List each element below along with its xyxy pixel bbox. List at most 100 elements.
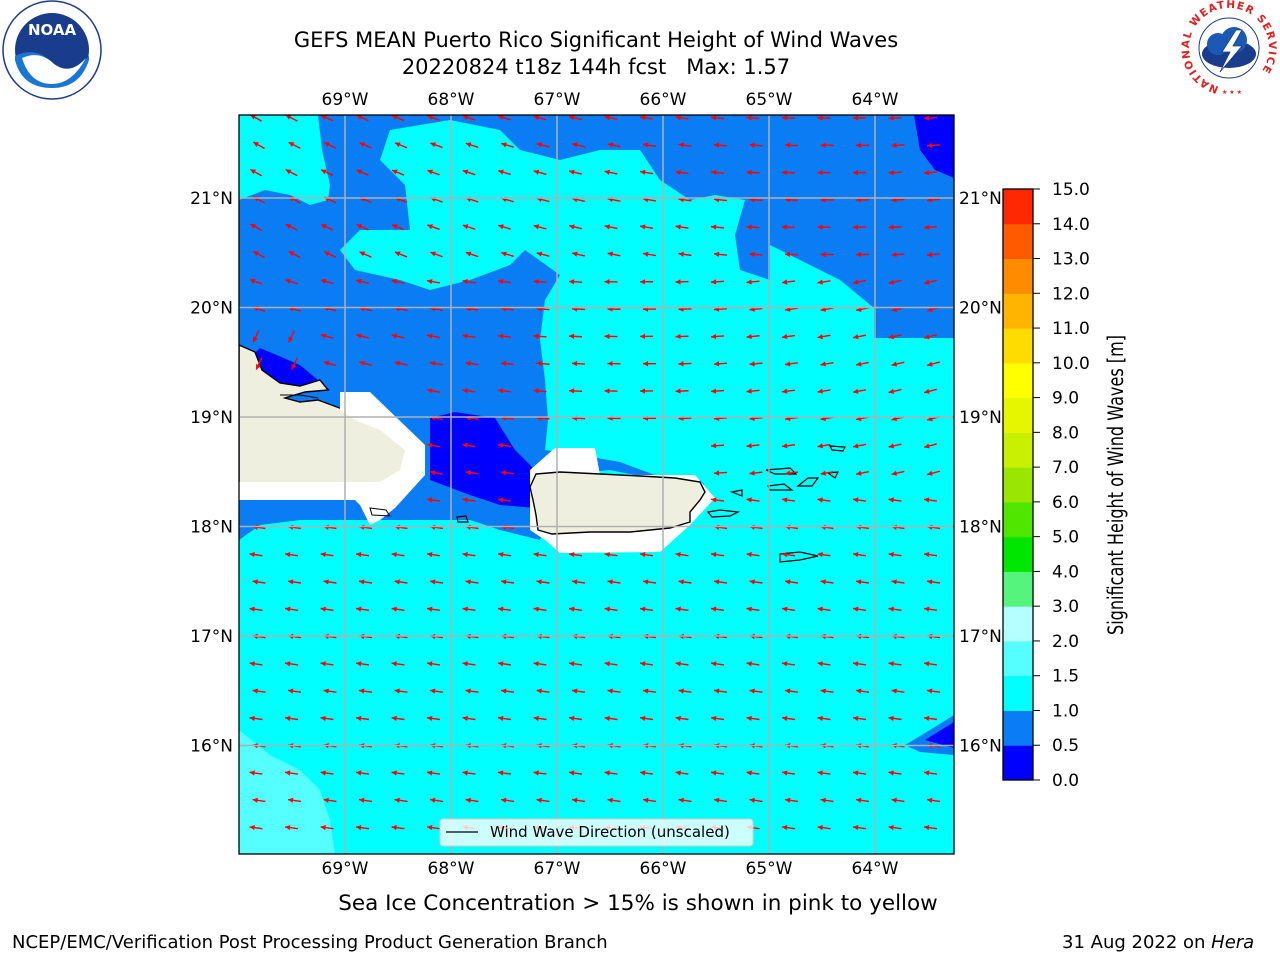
wave-direction-arrow	[710, 770, 725, 776]
wave-direction-arrow	[746, 770, 760, 776]
lat-label-left: 18°N	[190, 518, 233, 538]
wave-direction-arrow	[284, 661, 299, 667]
wave-direction-arrow	[675, 115, 689, 121]
wave-direction-arrow	[498, 169, 511, 176]
wave-direction-arrow	[426, 715, 441, 721]
wave-direction-arrow	[358, 688, 373, 694]
wave-direction-arrow	[746, 661, 760, 667]
wave-direction-arrow	[607, 251, 621, 257]
wave-direction-arrow	[391, 770, 405, 776]
wave-direction-arrow	[746, 388, 760, 394]
wave-direction-arrow	[500, 688, 515, 694]
wave-direction-arrow	[749, 142, 763, 148]
wave-direction-arrow	[536, 360, 550, 367]
wave-direction-arrow	[607, 142, 621, 148]
wave-direction-arrow	[394, 360, 408, 366]
wave-direction-arrow	[604, 333, 618, 339]
wave-direction-arrow	[568, 715, 583, 721]
wave-direction-arrow	[852, 497, 867, 503]
wave-direction-arrow	[923, 552, 938, 558]
map-legend-label: Wind Wave Direction (unscaled)	[490, 823, 730, 841]
wave-direction-arrow	[571, 361, 586, 367]
wave-direction-arrow	[607, 579, 621, 585]
hispaniola-coast-detail	[280, 394, 391, 517]
wave-direction-arrow	[852, 115, 867, 121]
wave-direction-arrow	[465, 579, 479, 585]
wave-direction-arrow	[249, 552, 263, 558]
wave-direction-arrow	[855, 251, 870, 258]
mona-island	[456, 515, 469, 523]
wave-direction-arrow	[501, 142, 514, 148]
wave-direction-arrow	[891, 797, 905, 803]
wave-direction-arrow	[536, 579, 550, 585]
wave-direction-arrow	[533, 715, 547, 721]
wave-direction-arrow	[607, 361, 621, 367]
wave-direction-arrow	[817, 388, 831, 394]
wave-direction-arrow	[710, 388, 725, 394]
wave-direction-arrow	[391, 333, 405, 339]
footer-producer: NCEP/EMC/Verification Post Processing Pr…	[12, 932, 608, 953]
wave-direction-arrow	[852, 334, 867, 340]
wave-direction-arrow	[285, 115, 298, 122]
wave-direction-arrow	[426, 825, 441, 831]
wave-direction-arrow	[497, 606, 512, 612]
wave-direction-arrow	[323, 579, 337, 585]
wave-direction-arrow	[394, 797, 408, 803]
wave-direction-arrow	[533, 224, 547, 230]
wave-direction-arrow	[781, 115, 796, 121]
wave-direction-arrow	[288, 330, 295, 343]
wave-direction-arrow	[820, 251, 834, 258]
wave-direction-arrow	[323, 360, 337, 367]
wave-direction-arrow	[746, 279, 760, 285]
wave-direction-arrow	[568, 552, 583, 558]
wave-direction-arrow	[284, 606, 299, 612]
wave-direction-arrow	[852, 224, 867, 230]
wave-direction-arrow	[249, 278, 263, 285]
wave-direction-arrow	[569, 115, 582, 121]
wave-direction-arrow	[639, 715, 654, 721]
wave-direction-arrow	[923, 770, 938, 776]
wave-direction-arrow	[678, 251, 692, 257]
wave-direction-arrow	[604, 388, 618, 394]
wave-direction-arrow	[713, 797, 728, 803]
wave-direction-arrow	[284, 770, 299, 776]
wave-direction-arrow	[749, 579, 763, 585]
lon-label-bottom: 67°W	[534, 859, 581, 879]
mask-hispaniola	[239, 392, 425, 525]
wave-direction-arrow	[465, 470, 479, 476]
nws-logo-icon: NATIONAL WEATHER SERVICE ★ ★ ★	[1180, 0, 1277, 96]
wave-direction-arrow	[784, 142, 799, 148]
wave-direction-arrow	[888, 825, 902, 831]
wave-direction-arrow	[852, 279, 867, 285]
wave-direction-arrow	[675, 552, 689, 558]
wave-direction-arrow	[426, 388, 441, 394]
wave-direction-arrow	[923, 661, 938, 667]
wave-direction-arrow	[923, 715, 938, 721]
lat-label-right: 18°N	[959, 518, 1002, 538]
chart-subtitle: 20220824 t18z 144h fcst Max: 1.57	[401, 55, 791, 79]
wave-direction-arrow	[462, 661, 476, 667]
wave-direction-arrow	[746, 606, 760, 612]
lon-label-top: 68°W	[428, 90, 475, 110]
lat-label-right: 21°N	[959, 189, 1002, 209]
wave-direction-arrow	[781, 497, 796, 503]
wave-direction-arrow	[426, 278, 441, 285]
wave-direction-arrow	[249, 825, 263, 831]
wave-direction-arrow	[749, 470, 763, 476]
wave-direction-arrow	[462, 279, 476, 285]
wave-direction-arrow	[391, 715, 405, 721]
wave-direction-arrow	[604, 169, 618, 175]
wave-direction-arrow	[710, 443, 725, 449]
wave-direction-arrow	[678, 361, 692, 367]
wave-direction-arrow	[710, 224, 725, 230]
colorbar-tick-label: 12.0	[1052, 284, 1090, 304]
wave-direction-arrow	[710, 115, 725, 121]
wave-direction-arrow	[323, 797, 337, 803]
wave-direction-arrow	[784, 251, 799, 258]
wave-direction-arrow	[394, 579, 408, 585]
wave-direction-arrow	[462, 333, 476, 339]
wave-direction-arrow	[927, 470, 940, 476]
wave-direction-arrow	[891, 361, 905, 367]
lat-label-left: 17°N	[190, 627, 233, 647]
wave-direction-arrow	[923, 115, 938, 121]
